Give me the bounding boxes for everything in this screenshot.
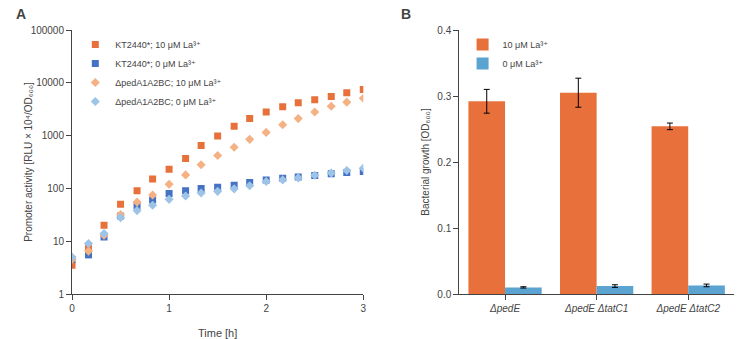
- svg-text:10 μM La³⁺: 10 μM La³⁺: [503, 40, 549, 50]
- svg-text:100000: 100000: [31, 25, 65, 36]
- svg-text:1: 1: [166, 303, 172, 314]
- svg-text:KT2440*; 10 μM La³⁺: KT2440*; 10 μM La³⁺: [115, 40, 201, 50]
- svg-text:A: A: [16, 6, 26, 22]
- svg-text:0 μM La³⁺: 0 μM La³⁺: [503, 59, 544, 69]
- svg-text:100: 100: [47, 183, 64, 194]
- svg-text:0.0: 0.0: [437, 289, 451, 300]
- svg-text:Bacterial growth [OD₆₀₀]: Bacterial growth [OD₆₀₀]: [420, 108, 431, 216]
- svg-text:0: 0: [69, 303, 75, 314]
- svg-text:ΔpedA1A2BC; 0 μM La³⁺: ΔpedA1A2BC; 0 μM La³⁺: [115, 97, 216, 107]
- svg-text:2: 2: [263, 303, 269, 314]
- svg-text:KT2440*; 0 μM La³⁺: KT2440*; 0 μM La³⁺: [115, 59, 196, 69]
- svg-text:Time [h]: Time [h]: [198, 327, 237, 339]
- svg-text:1: 1: [58, 289, 64, 300]
- svg-text:B: B: [401, 6, 411, 22]
- svg-text:10000: 10000: [36, 77, 64, 88]
- svg-text:0.3: 0.3: [437, 91, 451, 102]
- svg-text:ΔpedE: ΔpedE: [489, 303, 520, 314]
- svg-text:Promoter activity [RLU × 10⁴/O: Promoter activity [RLU × 10⁴/OD₆₀₀]: [23, 82, 34, 242]
- svg-text:ΔpedE ΔtatC2: ΔpedE ΔtatC2: [655, 303, 720, 314]
- svg-text:0.2: 0.2: [437, 157, 451, 168]
- svg-text:10: 10: [53, 236, 65, 247]
- svg-text:1000: 1000: [42, 130, 65, 141]
- svg-text:ΔpedE ΔtatC1: ΔpedE ΔtatC1: [564, 303, 628, 314]
- svg-text:3: 3: [360, 303, 366, 314]
- svg-text:0.4: 0.4: [437, 25, 451, 36]
- svg-text:0.1: 0.1: [437, 223, 451, 234]
- svg-text:ΔpedA1A2BC; 10 μM La³⁺: ΔpedA1A2BC; 10 μM La³⁺: [115, 78, 221, 88]
